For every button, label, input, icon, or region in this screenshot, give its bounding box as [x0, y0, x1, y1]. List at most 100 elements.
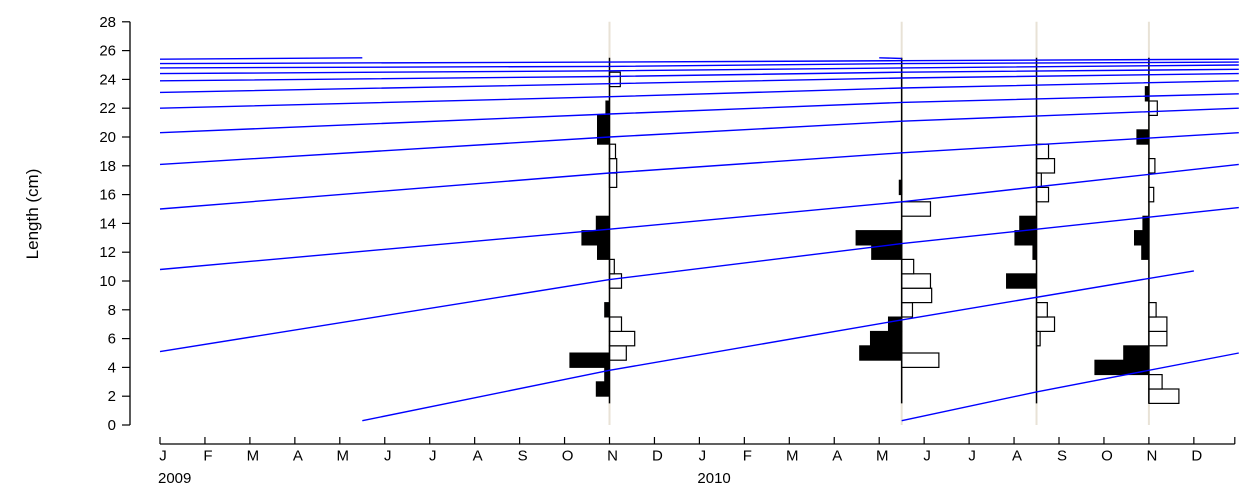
histogram-bar-filled [1019, 215, 1038, 232]
x-tick-label: A [473, 447, 483, 464]
x-tick-label: D [1191, 447, 1202, 464]
x-tick-label: S [1057, 447, 1067, 464]
x-tick-label: J [429, 447, 437, 464]
y-tick-label: 6 [108, 331, 116, 348]
histogram-bar-open [901, 258, 915, 275]
histogram-bar-open [1148, 316, 1168, 332]
growth-curve [159, 132, 1239, 210]
growth-curve [159, 57, 363, 60]
histogram-bars [569, 57, 1180, 404]
y-tick-label: 28 [99, 14, 116, 31]
histogram-bar-filled [569, 352, 611, 368]
growth-curves [159, 57, 1239, 422]
histogram-bar-open [1035, 302, 1048, 318]
x-tick-label: M [786, 447, 799, 464]
x-tick-label: A [1012, 447, 1022, 464]
histogram-bar-open [1148, 330, 1168, 347]
growth-curve [159, 80, 1239, 109]
y-tick-label: 0 [108, 417, 116, 434]
histogram-bar-filled [597, 244, 610, 260]
histogram-bar-filled [595, 215, 610, 232]
x-tick-label: J [384, 447, 392, 464]
histogram-bar-open [1035, 158, 1056, 174]
y-tick-label: 26 [99, 43, 116, 60]
histogram-bar-open [608, 158, 618, 174]
histogram-bar-open [608, 330, 636, 347]
histogram-bar-open [1035, 186, 1050, 203]
x-tick-label: J [159, 447, 167, 464]
x-tick-label: J [699, 447, 707, 464]
y-tick-label: 18 [99, 158, 116, 175]
histogram-bar-open [608, 71, 621, 88]
y-tick-label: 10 [99, 273, 116, 290]
year-label: 2010 [697, 470, 730, 487]
x-tick-label: F [743, 447, 752, 464]
growth-curve [159, 68, 1239, 82]
histogram-bar-open [608, 345, 627, 361]
histogram-bar-open [901, 302, 914, 318]
x-tick-label: A [832, 447, 842, 464]
growth-curve [159, 93, 1239, 134]
histogram-bar-filled [1134, 230, 1150, 246]
growth-curve [159, 107, 1239, 166]
histogram-bar-open [608, 172, 618, 188]
histogram-bar-filled [1123, 345, 1150, 361]
growth-curve [159, 58, 1239, 65]
histogram-bar-open [1148, 158, 1156, 174]
histogram-bar-open [1035, 143, 1050, 160]
y-tick-label: 16 [99, 187, 116, 204]
x-tick-label: O [1101, 447, 1113, 464]
x-tick-label: A [293, 447, 303, 464]
growth-curve [159, 64, 1239, 75]
x-tick-label: D [652, 447, 663, 464]
x-tick-label: J [968, 447, 976, 464]
y-tick-label: 12 [99, 244, 116, 261]
histogram-bar-filled [1141, 244, 1150, 260]
histogram-bar-filled [1006, 273, 1038, 289]
x-tick-label: F [203, 447, 212, 464]
x-tick-label: M [876, 447, 889, 464]
histogram-bar-filled [1014, 230, 1038, 246]
histogram-bar-open [1148, 374, 1163, 390]
x-tick-label: M [247, 447, 260, 464]
histogram-bar-open [901, 273, 932, 289]
histogram-bar-filled [1136, 129, 1150, 145]
histogram-bar-open [901, 201, 932, 217]
histogram-bar-open [901, 287, 933, 304]
y-tick-label: 14 [99, 215, 116, 232]
histogram-bar-filled [595, 381, 610, 397]
y-tick-label: 8 [108, 302, 116, 319]
histogram-bar-filled [855, 230, 903, 246]
x-tick-label: S [518, 447, 528, 464]
y-tick-label: 20 [99, 129, 116, 146]
growth-curve [159, 206, 1239, 353]
x-tick-label: M [337, 447, 350, 464]
growth-curve [159, 163, 1239, 271]
histogram-bar-open [1035, 316, 1056, 332]
growth-curve [879, 57, 902, 60]
growth-curve [901, 352, 1239, 422]
histogram-bar-filled [581, 230, 611, 246]
histogram-bar-filled [869, 330, 903, 347]
histogram-bar-open [1148, 100, 1158, 116]
y-tick-label: 2 [108, 388, 116, 405]
histogram-bar-open [1148, 302, 1157, 318]
x-tick-label: J [923, 447, 931, 464]
y-axis-title: Length (cm) [23, 169, 42, 260]
x-tick-label: N [1146, 447, 1157, 464]
x-tick-label: O [562, 447, 574, 464]
histogram-bar-open [608, 316, 623, 332]
y-tick-label: 4 [108, 359, 116, 376]
growth-curve [159, 61, 1239, 69]
y-tick-label: 24 [99, 71, 116, 88]
histogram-bar-open [1148, 388, 1180, 404]
histogram-bar-filled [597, 114, 610, 131]
year-label: 2009 [158, 470, 191, 487]
histogram-bar-open [608, 273, 623, 289]
histogram-bar-open [608, 143, 617, 160]
x-tick-label: N [607, 447, 618, 464]
y-tick-label: 22 [99, 100, 116, 117]
histogram-bar-filled [887, 316, 903, 332]
